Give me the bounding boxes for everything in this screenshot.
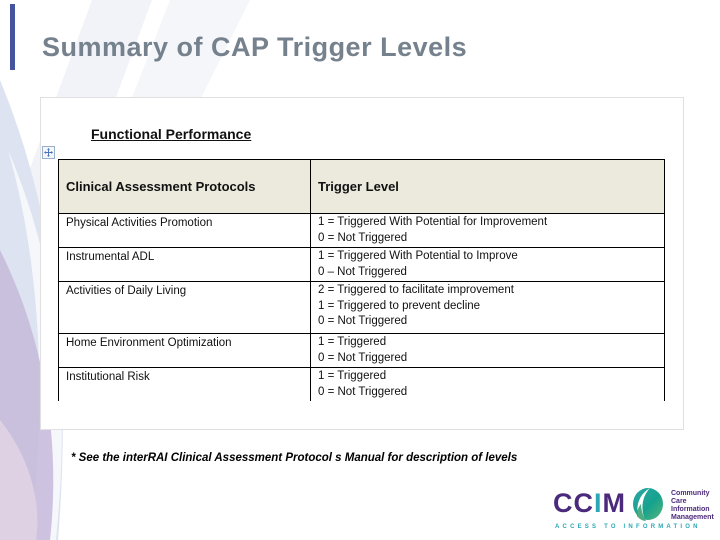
ccim-logo: CCIM Community Care Information Manageme…	[553, 486, 719, 534]
trigger-level-line: 2 = Triggered to facilitate improvement	[318, 284, 514, 296]
column-header-trigger-level: Trigger Level	[310, 159, 665, 214]
accent-bar	[10, 4, 15, 70]
trigger-level-line: 0 = Not Triggered	[318, 385, 408, 398]
table-row: Home Environment Optimization 1 = Trigge…	[58, 333, 665, 368]
table-row: Activities of Daily Living 2 = Triggered…	[58, 281, 665, 334]
protocol-name: Home Environment Optimization	[66, 337, 232, 349]
ccim-leaf-icon	[629, 486, 667, 529]
protocol-name: Institutional Risk	[66, 371, 150, 383]
table-row: Instrumental ADL 1 = Triggered With Pote…	[58, 247, 665, 282]
ccim-letters-cc: CC	[553, 488, 594, 518]
ccim-tagline: ACCESS TO INFORMATION	[555, 524, 701, 530]
cap-trigger-table: Clinical Assessment Protocols Trigger Le…	[58, 159, 665, 401]
protocol-name: Physical Activities Promotion	[66, 217, 213, 229]
column-header-protocols: Clinical Assessment Protocols	[58, 159, 311, 214]
trigger-level-line: 0 = Not Triggered	[318, 351, 408, 364]
ccim-letter-m: M	[602, 488, 627, 518]
logo-name-line: Care	[671, 498, 687, 505]
trigger-level-line: 1 = Triggered to prevent decline	[318, 299, 481, 312]
trigger-level-line: 1 = Triggered With Potential for Improve…	[318, 216, 548, 228]
logo-name-line: Community	[671, 490, 710, 497]
ccim-letter-i: I	[594, 488, 603, 518]
table-header-row: Clinical Assessment Protocols Trigger Le…	[58, 159, 665, 214]
table-row: Physical Activities Promotion 1 = Trigge…	[58, 213, 665, 248]
trigger-level-line: 1 = Triggered With Potential to Improve	[318, 250, 518, 262]
trigger-level-line: 1 = Triggered	[318, 370, 387, 382]
logo-name-line: Information	[671, 506, 710, 513]
table-move-handle-icon[interactable]	[42, 146, 55, 159]
slide-title: Summary of CAP Trigger Levels	[42, 32, 468, 62]
trigger-level-line: 0 – Not Triggered	[318, 265, 407, 278]
footnote: * See the interRAI Clinical Assessment P…	[71, 452, 518, 464]
ccim-name-lines: Community Care Information Management	[671, 490, 714, 522]
logo-name-line: Management	[671, 514, 714, 521]
protocol-name: Instrumental ADL	[66, 251, 155, 263]
ccim-wordmark: CCIM	[553, 488, 626, 519]
trigger-level-line: 1 = Triggered	[318, 336, 387, 348]
document-heading: Functional Performance	[91, 126, 252, 142]
protocol-name: Activities of Daily Living	[66, 285, 187, 297]
trigger-level-line: 0 = Not Triggered	[318, 315, 408, 327]
document-frame: Functional Performance Clinical Assessme…	[40, 97, 684, 430]
table-row: Institutional Risk 1 = Triggered 0 = Not…	[58, 367, 665, 401]
trigger-level-line: 0 = Not Triggered	[318, 231, 408, 244]
